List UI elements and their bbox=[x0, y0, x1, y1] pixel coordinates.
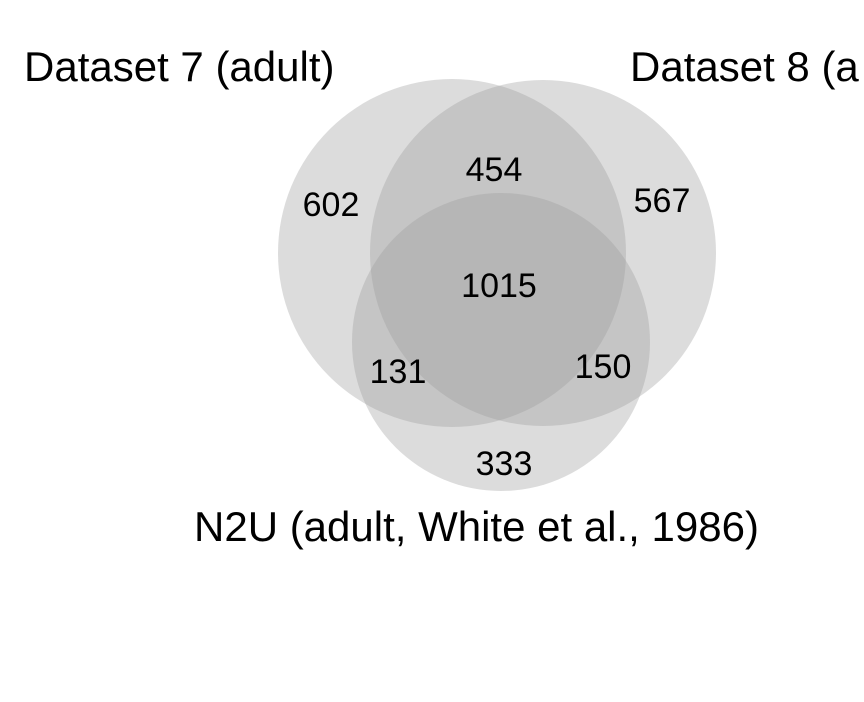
set-label-dataset-7: Dataset 7 (adult) bbox=[24, 43, 335, 90]
set-label-dataset-8: Dataset 8 (a bbox=[630, 43, 859, 90]
region-count-dataset-7-and-8: 454 bbox=[466, 151, 523, 189]
region-count-all-three: 1015 bbox=[461, 267, 537, 305]
region-count-dataset-7-and-n2u: 131 bbox=[370, 353, 427, 391]
region-count-dataset-7-only: 602 bbox=[303, 186, 360, 224]
region-count-dataset-8-and-n2u: 150 bbox=[575, 348, 632, 386]
region-count-dataset-8-only: 567 bbox=[634, 182, 691, 220]
region-count-n2u-only: 333 bbox=[476, 445, 533, 483]
set-label-n2u: N2U (adult, White et al., 1986) bbox=[194, 503, 759, 550]
